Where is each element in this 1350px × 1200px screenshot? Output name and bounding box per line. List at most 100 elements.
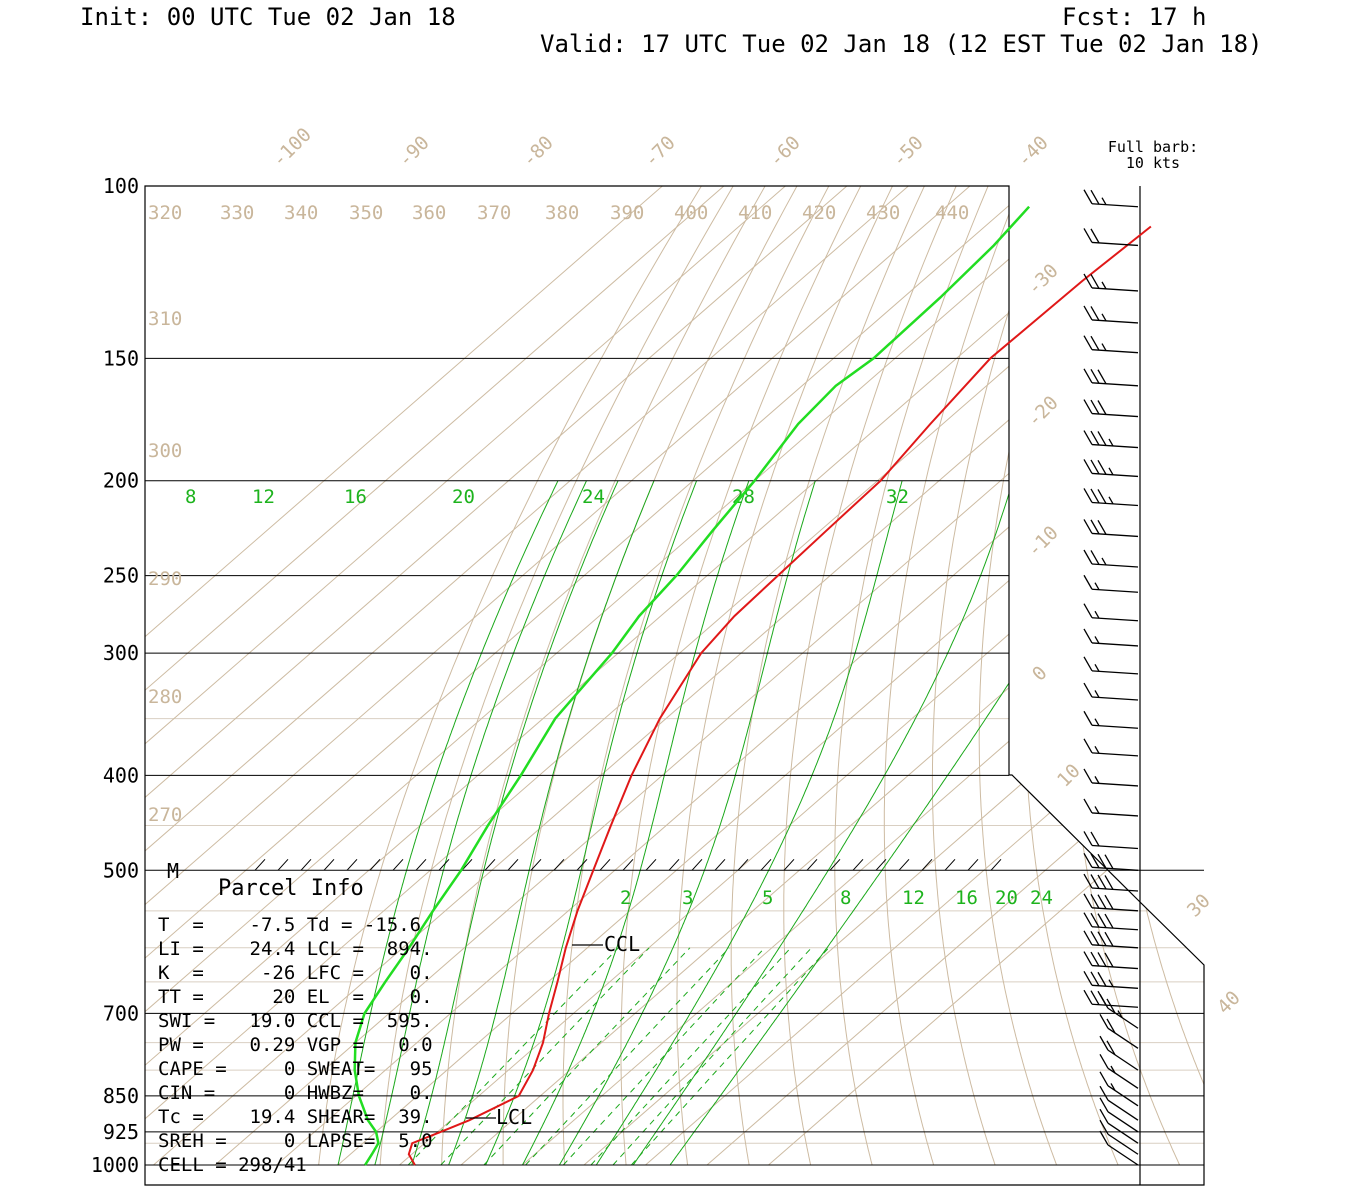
barb-flag	[1090, 831, 1100, 847]
barb-staff	[1107, 1099, 1139, 1121]
barb-staff	[1091, 812, 1139, 817]
barb-half-flag	[1117, 1010, 1123, 1018]
barb-staff	[1091, 964, 1139, 970]
hatch	[760, 858, 772, 871]
barb-flag	[1083, 656, 1093, 672]
hatch	[875, 858, 887, 871]
dry-adiabat-370	[978, 186, 1085, 1166]
moist-label-20: 20	[452, 486, 475, 508]
barb-flag	[1083, 549, 1093, 565]
barb-flag	[1083, 628, 1093, 644]
dry-adiabat-440	[1275, 186, 1350, 1165]
hatch	[668, 858, 680, 871]
hatch	[530, 858, 542, 871]
ccl-label: CCL	[604, 932, 640, 956]
barb-flag	[1083, 273, 1093, 289]
theta-label-440: 440	[935, 202, 969, 224]
dry-adiabat-390	[1068, 186, 1181, 1166]
hatch	[691, 858, 703, 871]
moist-label-16: 16	[344, 486, 367, 508]
wind-barb	[1099, 1119, 1139, 1155]
wind-barb	[1099, 1054, 1139, 1089]
wind-barb	[1083, 305, 1139, 324]
barb-flag	[1083, 574, 1093, 590]
barb-staff	[1091, 501, 1139, 507]
barb-flag	[1083, 930, 1093, 946]
hatch	[990, 858, 1002, 871]
barb-half-flag	[1094, 636, 1100, 644]
wind-barb	[1099, 1085, 1139, 1121]
barb-flag	[1097, 400, 1107, 415]
barb-flag	[1099, 1035, 1109, 1051]
barb-staff	[1107, 1067, 1139, 1089]
isotherm-label-0: 0	[1028, 662, 1052, 686]
barb-half-flag	[1094, 718, 1100, 727]
mixing-label-12: 12	[902, 887, 925, 909]
wind-barb	[1083, 710, 1139, 729]
barb-flag	[1097, 489, 1107, 504]
barb-flag	[1097, 931, 1107, 947]
barb-flag	[1097, 874, 1107, 890]
parcel-row-10: SREH = 0 LAPSE= 5.0	[158, 1130, 433, 1152]
barb-flag	[1090, 874, 1100, 889]
barb-flag	[1097, 913, 1107, 928]
barb-flag	[1097, 431, 1107, 446]
dry-adiabat-260	[379, 186, 734, 1166]
wind-barb	[1083, 656, 1139, 675]
isotherm-label--60: -60	[765, 132, 805, 172]
isotherm-label--50: -50	[888, 132, 928, 172]
pressure-label-700: 700	[103, 1001, 139, 1025]
isotherm--30	[276, 186, 1204, 1166]
wind-barb	[1083, 430, 1139, 449]
barb-staff	[1091, 866, 1139, 871]
mixing-label-8: 8	[840, 887, 851, 909]
barb-flag	[1090, 189, 1100, 205]
moist-adiabat--20	[337, 480, 559, 1166]
mixing-ratio-12	[562, 947, 766, 1166]
barb-flag	[1099, 993, 1109, 1009]
barb-flag	[1083, 430, 1093, 445]
wind-barb	[1083, 682, 1139, 701]
pressure-label-150: 150	[103, 346, 139, 370]
barb-flag	[1090, 430, 1100, 446]
barb-half-flag	[1094, 663, 1100, 672]
wind-barb	[1083, 628, 1139, 647]
barb-staff	[1091, 617, 1139, 622]
valid-time: Valid: 17 UTC Tue 02 Jan 18 (12 EST Tue …	[540, 30, 1262, 58]
hatch	[645, 858, 657, 871]
barb-flag	[1090, 930, 1100, 946]
barb-staff	[1091, 844, 1139, 850]
moist-label-8: 8	[185, 486, 196, 508]
thin-isobars	[145, 718, 1204, 1144]
barb-staff	[1107, 1122, 1139, 1144]
barb-flag	[1083, 710, 1093, 726]
mixing-ratio-24	[631, 947, 830, 1166]
wind-barb	[1083, 335, 1139, 354]
barb-flag	[1083, 951, 1093, 966]
parcel-row-8: CIN = 0 HWBZ= 0.	[158, 1082, 433, 1104]
pressure-label-850: 850	[103, 1084, 139, 1108]
wind-barb	[1083, 738, 1139, 757]
hatch	[392, 858, 404, 871]
isotherm--80	[145, 186, 1094, 1166]
barb-flag	[1083, 682, 1093, 698]
hatch	[277, 858, 289, 871]
barb-flag	[1083, 852, 1093, 868]
barb-flag	[1099, 1085, 1109, 1101]
barb-half-flag	[1108, 438, 1114, 447]
dry-adiabat-330	[783, 186, 957, 1166]
isotherm-label--80: -80	[518, 132, 558, 172]
barb-staff	[1091, 1003, 1139, 1008]
parcel-row-2: LI = 24.4 LCL = 894.	[158, 938, 433, 960]
wind-barb	[1083, 873, 1139, 892]
moist-adiabat--14	[374, 480, 587, 1166]
parcel-row-6: PW = 0.29 VGP = 0.0	[158, 1034, 433, 1056]
barb-staff	[1091, 532, 1139, 538]
wind-barb	[1099, 1097, 1139, 1133]
isotherm-label-40: 40	[1213, 987, 1245, 1019]
isotherm--90	[145, 186, 1032, 1166]
hatch-marks-500	[254, 858, 1002, 871]
barb-half-flag	[1094, 745, 1100, 754]
wind-barb	[1083, 912, 1139, 931]
wind-barb	[1083, 893, 1139, 912]
